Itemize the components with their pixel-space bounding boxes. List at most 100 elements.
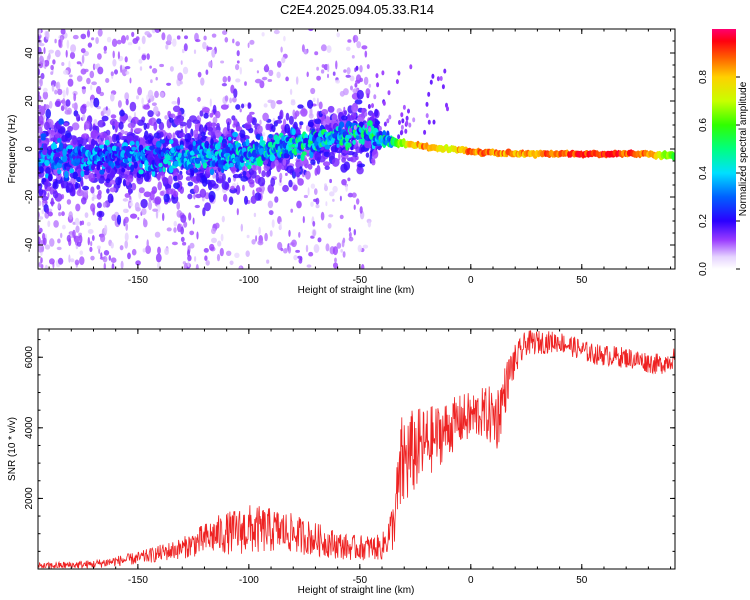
spectrogram-ridge-blob <box>202 161 207 169</box>
snr-ticks: -150 -100 -50 0 50 2000 4000 6000 <box>24 329 675 586</box>
spectrogram-noise-dot <box>125 34 129 41</box>
spectrogram-band-dot <box>228 196 234 205</box>
spectrogram-band-dot <box>202 207 206 217</box>
spectrogram-band-dot <box>188 144 193 152</box>
spectrogram-band-dot <box>144 130 149 141</box>
x-tick-label: -150 <box>128 275 148 286</box>
spectrogram-noise-dot <box>310 201 314 207</box>
spectrogram-ridge-blob <box>56 161 63 169</box>
spectrogram-band-dot <box>201 107 210 113</box>
spectrogram-noise-dot <box>96 86 102 95</box>
spectrogram-noise-dot <box>227 75 231 82</box>
spectrogram-noise-dot <box>84 212 89 219</box>
spectrogram-noise-dot <box>249 58 254 62</box>
spectrogram-noise-dot <box>397 134 401 140</box>
spectrogram-noise-dot <box>124 92 130 101</box>
spectrogram-noise-dot <box>41 209 45 215</box>
spectrogram-noise-dot <box>141 54 147 61</box>
spectrogram-noise-dot <box>155 210 159 219</box>
spectrogram-noise-dot <box>104 224 108 234</box>
snr-ylabel: SNR (10 * v/v) <box>7 417 18 481</box>
spectrogram-noise-dot <box>183 221 188 228</box>
spectrogram-ridge-blob <box>281 135 285 142</box>
spectrogram-band-dot <box>250 195 257 204</box>
spectrogram-noise-dot <box>195 264 199 269</box>
spectrogram-ridge-blob <box>275 136 281 145</box>
spectrogram-ridge-blob <box>66 166 71 171</box>
spectrogram-noise-dot <box>166 82 172 86</box>
spectrogram-noise-dot <box>251 239 256 245</box>
spectrogram-noise-dot <box>220 60 225 64</box>
spectrogram-noise-dot <box>400 124 404 130</box>
spectrogram-band-dot <box>267 123 271 131</box>
spectrogram-band-dot <box>154 196 162 205</box>
spectrogram-noise-dot <box>40 257 43 264</box>
spectrogram-noise-dot <box>65 87 69 96</box>
spectrogram-noise-dot <box>327 63 330 73</box>
spectrogram-noise-dot <box>279 221 282 229</box>
spectrogram-noise-dot <box>110 93 115 102</box>
spectrogram-noise-dot <box>333 262 338 269</box>
spectrogram-noise-dot <box>152 68 158 74</box>
spectrogram-noise-dot <box>307 187 310 196</box>
spectrogram-noise-dot <box>346 46 351 51</box>
spectrogram-noise-dot <box>219 247 224 257</box>
spectrogram-noise-dot <box>111 38 118 47</box>
spectrogram-noise-dot <box>295 76 299 85</box>
spectrogram-noise-dot <box>40 72 45 80</box>
spectrogram-band-dot <box>169 113 176 119</box>
spectrogram-noise-dot <box>87 237 91 246</box>
spectrogram-noise-dot <box>65 49 68 58</box>
spectrogram-noise-dot <box>131 182 137 191</box>
spectrogram-noise-dot <box>189 230 195 236</box>
spectrogram-noise-dot <box>108 255 112 261</box>
spectrogram-noise-dot <box>89 70 95 79</box>
spectrogram-noise-dot <box>349 127 352 133</box>
spectrogram-noise-dot <box>326 45 332 53</box>
spectrogram-noise-dot <box>280 46 283 53</box>
spectrogram-band-dot <box>116 214 122 225</box>
spectrogram-band-dot <box>82 185 90 191</box>
spectrogram-noise-dot <box>315 197 320 205</box>
spectrogram-noise-dot <box>427 119 431 125</box>
spectrogram-ticks: -150 -100 -50 0 50 -40 -20 0 20 40 <box>24 28 675 286</box>
spectrogram-noise-dot <box>193 192 196 200</box>
spectrogram-noise-dot <box>431 73 435 79</box>
spectrogram-ridge-blob <box>189 150 196 156</box>
spectrogram-noise-dot <box>38 236 41 245</box>
spectrogram-band-dot <box>105 178 111 184</box>
spectrogram-noise-dot <box>127 252 131 260</box>
spectrogram-ridge-blob <box>162 166 166 173</box>
spectrogram-band-dot <box>356 116 363 123</box>
spectrogram-noise-dot <box>325 243 330 252</box>
spectrogram-ridge-blob <box>57 169 62 175</box>
spectrogram-band-dot <box>115 176 122 186</box>
spectrogram-noise-dot <box>354 82 358 88</box>
spectrogram-noise-dot <box>136 95 139 100</box>
spectrogram-noise-dot <box>150 79 153 84</box>
spectrogram-band-dot <box>143 191 152 198</box>
spectrogram-band-dot <box>350 156 357 163</box>
spectrogram-noise-dot <box>221 215 225 223</box>
snr-plot-area <box>38 329 675 569</box>
spectrogram-noise-dot <box>320 44 327 52</box>
spectrogram-noise-dot <box>405 120 409 126</box>
spectrogram-noise-dot <box>155 76 158 81</box>
spectrogram-noise-dot <box>49 238 55 247</box>
spectrogram-noise-dot <box>235 41 240 47</box>
spectrogram-ridge-blob <box>228 136 232 141</box>
spectrogram-ridge-blob <box>133 161 138 169</box>
spectrogram-band-dot <box>98 211 103 217</box>
spectrogram-band-dot <box>167 175 173 185</box>
spectrogram-noise-dot <box>117 51 120 60</box>
spectrogram-noise-dot <box>138 58 143 64</box>
spectrogram-band-dot <box>157 181 162 191</box>
spectrogram-ridge-blob <box>339 121 345 128</box>
spectrogram-band-dot <box>106 188 110 194</box>
chart-title: C2E4.2025.094.05.33.R14 <box>280 2 434 17</box>
spectrogram-noise-dot <box>119 245 124 251</box>
spectrogram-band-dot <box>184 133 192 143</box>
spectrogram-noise-dot <box>267 99 274 104</box>
spectrogram-band-dot <box>246 114 253 124</box>
spectrogram-noise-dot <box>268 69 274 77</box>
